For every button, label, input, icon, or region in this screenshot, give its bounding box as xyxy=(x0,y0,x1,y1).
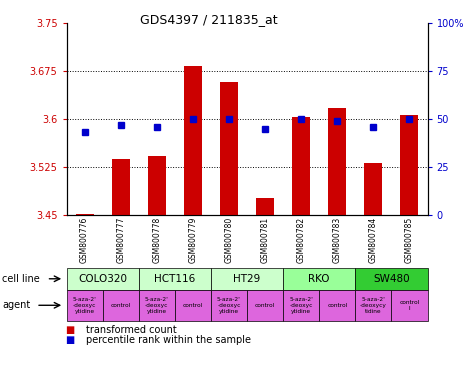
Text: 5-aza-2'
-deoxyc
ytidine: 5-aza-2' -deoxyc ytidine xyxy=(289,297,313,314)
Text: ■: ■ xyxy=(66,325,79,335)
Text: 5-aza-2'
-deoxyc
ytidine: 5-aza-2' -deoxyc ytidine xyxy=(73,297,96,314)
Text: control: control xyxy=(183,303,203,308)
Bar xyxy=(328,108,346,215)
Text: control: control xyxy=(327,303,347,308)
Bar xyxy=(400,114,418,215)
Bar xyxy=(220,82,238,215)
Text: SW480: SW480 xyxy=(373,274,410,284)
Text: COLO320: COLO320 xyxy=(78,274,127,284)
Text: percentile rank within the sample: percentile rank within the sample xyxy=(86,335,250,345)
Text: GDS4397 / 211835_at: GDS4397 / 211835_at xyxy=(140,13,278,26)
Text: 5-aza-2'
-deoxyc
ytidine: 5-aza-2' -deoxyc ytidine xyxy=(217,297,241,314)
Bar xyxy=(256,198,274,215)
Text: HCT116: HCT116 xyxy=(154,274,195,284)
Text: control: control xyxy=(255,303,275,308)
Bar xyxy=(364,163,382,215)
Text: ■: ■ xyxy=(66,335,79,345)
Text: control: control xyxy=(111,303,131,308)
Text: RKO: RKO xyxy=(308,274,330,284)
Text: control
l: control l xyxy=(399,300,419,311)
Text: 5-aza-2'
-deoxycy
tidine: 5-aza-2' -deoxycy tidine xyxy=(360,297,387,314)
Text: agent: agent xyxy=(2,300,30,310)
Bar xyxy=(76,214,94,215)
Text: 5-aza-2'
-deoxyc
ytidine: 5-aza-2' -deoxyc ytidine xyxy=(145,297,169,314)
Bar xyxy=(184,66,202,215)
Text: transformed count: transformed count xyxy=(86,325,176,335)
Text: HT29: HT29 xyxy=(233,274,261,284)
Text: cell line: cell line xyxy=(2,274,40,284)
Bar xyxy=(292,117,310,215)
Bar xyxy=(148,156,166,215)
Bar xyxy=(112,159,130,215)
